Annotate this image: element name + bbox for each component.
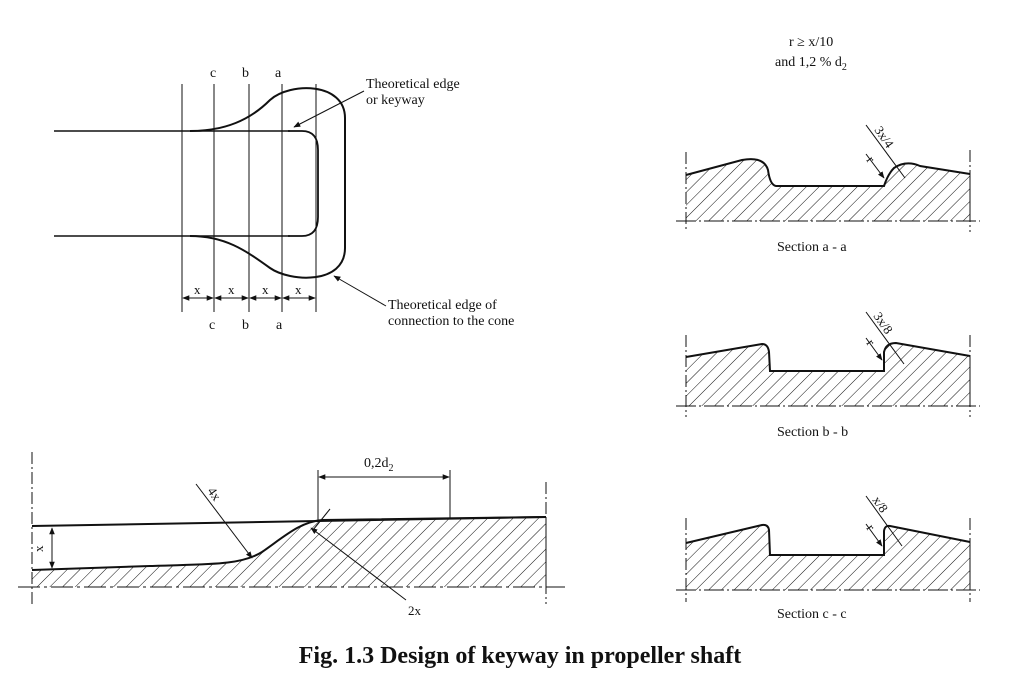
section-notes: r ≥ x/10 and 1,2 % d2 <box>775 35 847 73</box>
figure-caption: Fig. 1.3 Design of keyway in propeller s… <box>299 643 741 669</box>
section-a-dim-line <box>865 124 906 179</box>
plan-bottom-label-c: c <box>209 318 215 333</box>
cone-callout-line2: connection to the cone <box>388 314 514 329</box>
radius-2x-label: 2x <box>408 603 422 618</box>
plan-top-label-c: c <box>210 66 216 81</box>
x-dim-label: x <box>228 282 235 297</box>
section-a-r-label: r <box>864 153 879 166</box>
section-a-title: Section a - a <box>777 240 847 255</box>
taper-length-label: 0,2d2 <box>364 456 394 474</box>
keyway-callout-line2: or keyway <box>366 93 425 108</box>
section-b-b: 3x/8 r Section b - b <box>676 309 980 440</box>
radius-2x-leader <box>310 527 407 601</box>
section-a-a: 3x/4 r Section a - a <box>676 123 980 255</box>
plan-top-label-b: b <box>242 66 249 81</box>
section-c-dim-line <box>865 495 903 547</box>
cone-callout-line1: Theoretical edge of <box>388 298 497 313</box>
section-c-dim-label: x/8 <box>870 493 892 515</box>
keyway-callout-line1: Theoretical edge <box>366 77 460 92</box>
radius-4x-label: 4x <box>205 484 225 504</box>
section-b-profile <box>685 341 971 372</box>
keyway-end-outline <box>288 130 319 237</box>
longitudinal-profile: x 0,2d2 4x 2x <box>18 452 565 618</box>
shaft-hatched-section <box>32 517 546 587</box>
cone-callout-leader <box>333 275 387 307</box>
section-b-dim-label: 3x/8 <box>871 309 897 337</box>
shaft-surface-line <box>31 516 547 527</box>
plan-view: c b a c b a x x x x Theoretical edge or … <box>54 66 514 333</box>
section-a-hatch <box>686 159 970 221</box>
radius-4x-leader <box>195 483 253 559</box>
section-a-profile <box>685 158 971 187</box>
depth-x-label: x <box>31 545 46 552</box>
section-a-radius-leader <box>865 153 885 179</box>
keyway-callout-leader <box>293 90 365 128</box>
section-c-r-label: r <box>864 521 879 534</box>
section-b-hatch <box>686 343 970 406</box>
section-b-radius-leader <box>865 337 883 361</box>
section-c-hatch <box>686 524 970 590</box>
x-dim-label: x <box>295 282 302 297</box>
plan-top-label-a: a <box>275 66 282 81</box>
x-dim-label: x <box>262 282 269 297</box>
cone-connection-outline <box>189 87 346 279</box>
section-b-dim-line <box>865 311 905 365</box>
section-c-c: x/8 r Section c - c <box>676 493 980 622</box>
keyway-bottom-profile <box>31 516 547 571</box>
radius-2x-tick <box>312 508 331 531</box>
radius-note-line2: and 1,2 % d2 <box>775 55 847 73</box>
section-b-title: Section b - b <box>777 425 848 440</box>
section-c-title: Section c - c <box>777 607 847 622</box>
section-a-dim-label: 3x/4 <box>872 123 898 151</box>
x-dim-label: x <box>194 282 201 297</box>
plan-bottom-label-b: b <box>242 318 249 333</box>
radius-note-line1: r ≥ x/10 <box>789 35 833 50</box>
section-c-radius-leader <box>865 523 883 547</box>
plan-bottom-label-a: a <box>276 318 283 333</box>
section-b-r-label: r <box>864 336 879 349</box>
